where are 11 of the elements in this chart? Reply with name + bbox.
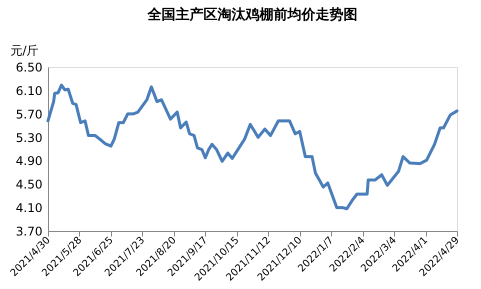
y-tick-label: 6.50 [16, 60, 42, 74]
y-tick-label: 5.30 [16, 130, 42, 145]
y-tick-label: 4.50 [16, 178, 42, 192]
y-tick-label: 4.90 [16, 154, 42, 168]
y-tick-label: 4.10 [16, 201, 42, 216]
chart-title: 全国主产区淘汰鸡棚前均价走势图 [146, 6, 358, 23]
y-tick-label: 3.70 [16, 224, 42, 238]
y-axis-title: 元/斤 [10, 44, 39, 58]
line-series [46, 84, 458, 210]
y-tick-label: 6.10 [16, 84, 42, 98]
y-tick-label: 5.70 [16, 107, 42, 122]
